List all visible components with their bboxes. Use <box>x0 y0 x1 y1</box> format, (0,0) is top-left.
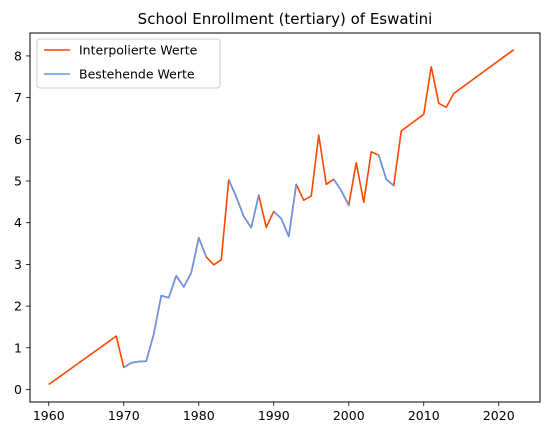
x-tick-label: 1960 <box>33 408 65 423</box>
y-axis: 0 1 2 3 4 5 6 7 8 <box>14 48 30 397</box>
series-layer <box>48 49 515 386</box>
y-tick-label: 8 <box>14 48 22 63</box>
series-line-interpolated <box>48 49 515 386</box>
y-tick-label: 2 <box>14 299 22 314</box>
y-tick-label: 1 <box>14 340 22 355</box>
legend-label-interpolated: Interpolierte Werte <box>79 43 198 58</box>
x-tick-label: 1990 <box>258 408 290 423</box>
y-tick-label: 3 <box>14 257 22 272</box>
y-tick-label: 4 <box>14 215 22 230</box>
series-line-existing <box>123 236 207 369</box>
y-tick-label: 7 <box>14 90 22 105</box>
x-tick-label: 1980 <box>183 408 215 423</box>
x-axis: 19601970198019902000201020202030 <box>33 402 515 423</box>
x-tick-label: 2000 <box>333 408 365 423</box>
legend-box <box>36 38 221 89</box>
y-tick-label: 0 <box>14 382 22 397</box>
series-line-existing <box>273 184 298 238</box>
chart-title: School Enrollment (tertiary) of Eswatini <box>138 10 433 28</box>
y-tick-label: 5 <box>14 174 22 189</box>
series-line-existing <box>377 154 395 187</box>
legend: Interpolierte Werte Bestehende Werte <box>36 38 221 89</box>
series-line-existing <box>228 179 260 229</box>
x-tick-label: 2020 <box>483 408 515 423</box>
y-tick-label: 6 <box>14 132 22 147</box>
series-line-existing <box>333 178 350 206</box>
legend-label-existing: Bestehende Werte <box>79 67 195 82</box>
x-tick-label: 1970 <box>108 408 140 423</box>
x-tick-label: 2010 <box>408 408 440 423</box>
plot-area-frame <box>29 32 541 403</box>
